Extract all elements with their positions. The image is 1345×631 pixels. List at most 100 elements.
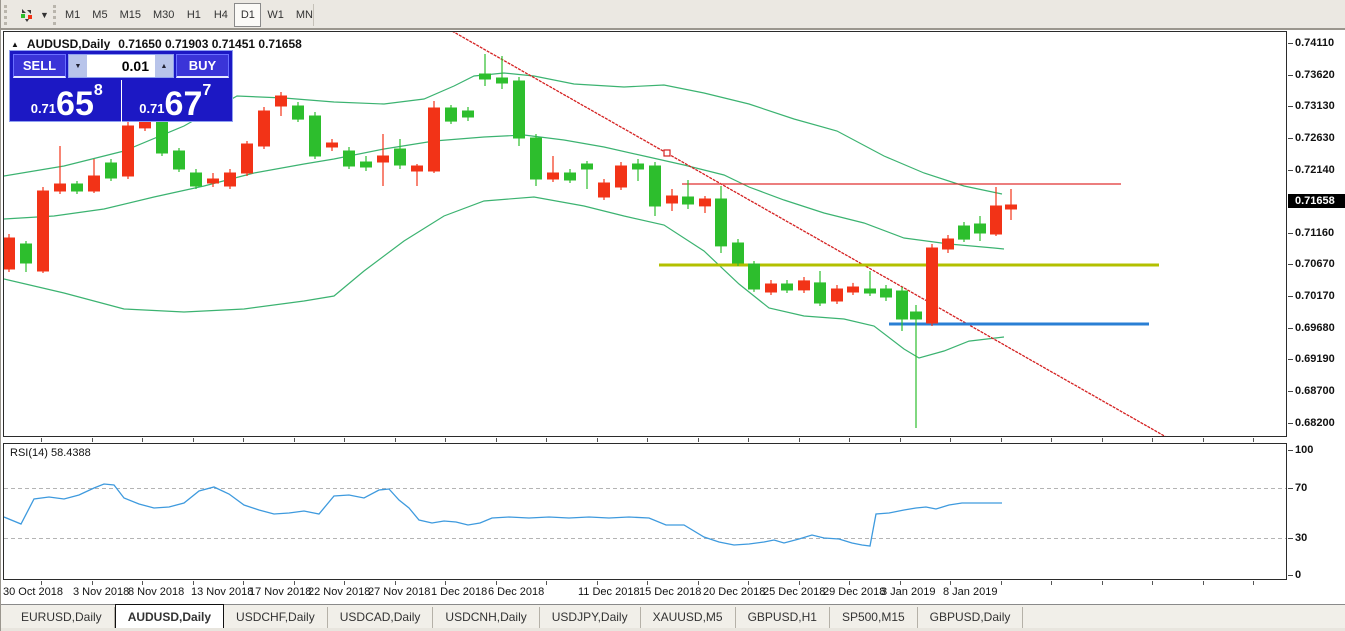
status-strip: [1, 628, 1345, 631]
arrange-charts-button[interactable]: ▼: [15, 4, 55, 26]
candle-body: [275, 95, 287, 107]
panel-separator-tick: [243, 438, 244, 442]
candle-body: [394, 148, 406, 166]
timeframe-button-M5[interactable]: M5: [92, 9, 108, 21]
rsi-scale-label: 100: [1295, 444, 1314, 456]
candlestick-chart: [4, 32, 1166, 436]
panel-separator-tick: [293, 438, 295, 442]
candle-body: [54, 183, 66, 192]
price-axis-label: 0.69190: [1295, 353, 1335, 366]
price-tick: [1288, 106, 1293, 107]
chart-tab-usdcnh-daily[interactable]: USDCNH,Daily: [433, 607, 540, 628]
date-axis-tick: [1051, 581, 1052, 585]
candle-body: [445, 107, 457, 122]
price-axis-label: 0.71160: [1295, 226, 1335, 239]
candle-body: [765, 283, 777, 293]
sell-price-display[interactable]: 0.71 65 8: [13, 80, 122, 122]
collapse-panel-icon[interactable]: ▲: [11, 39, 19, 49]
chart-tab-usdchf-daily[interactable]: USDCHF,Daily: [224, 607, 328, 628]
candle-body: [122, 125, 134, 177]
toolbar-gripper[interactable]: [53, 5, 57, 25]
date-axis-label: 22 Nov 2018: [308, 586, 371, 598]
panel-separator-tick: [445, 438, 446, 442]
timeframe-button-M30[interactable]: M30: [152, 9, 175, 21]
candle-body: [496, 77, 508, 84]
candle-body: [926, 247, 938, 324]
chart-tab-audusd-daily[interactable]: AUDUSD,Daily: [114, 604, 225, 628]
date-axis-tick: [192, 581, 194, 585]
panel-separator-tick: [394, 438, 396, 442]
chart-tab-gbpusd-daily[interactable]: GBPUSD,Daily: [918, 607, 1024, 628]
rsi-indicator-panel[interactable]: RSI(14) 58.4388: [3, 443, 1287, 580]
candle-body: [715, 198, 727, 247]
toolbar-gripper[interactable]: [4, 5, 8, 25]
candle-body: [666, 195, 678, 204]
candle-body: [190, 172, 202, 187]
date-axis-tick: [41, 581, 42, 585]
price-tick: [1288, 327, 1293, 329]
price-axis-label: 0.72140: [1295, 163, 1335, 176]
volume-increase-button[interactable]: ▲: [155, 55, 173, 77]
timeframe-button-D1[interactable]: D1: [234, 3, 262, 27]
date-axis-tick: [748, 581, 749, 585]
candle-body: [4, 237, 15, 270]
candle-body: [880, 288, 892, 298]
volume-input[interactable]: 0.01: [87, 55, 155, 77]
date-axis-tick: [1101, 581, 1103, 585]
chart-tab-xauusd-m5[interactable]: XAUUSD,M5: [641, 607, 736, 628]
price-axis-label: 0.73620: [1295, 68, 1335, 81]
panel-separator-tick: [596, 438, 598, 442]
descending-trendline: [452, 32, 1166, 436]
date-axis-tick: [546, 581, 547, 585]
candle-body: [564, 172, 576, 181]
volume-decrease-button[interactable]: ▼: [69, 55, 87, 77]
chart-tab-usdcad-daily[interactable]: USDCAD,Daily: [328, 607, 434, 628]
date-axis-label: 8 Jan 2019: [943, 586, 998, 598]
toolbar-separator: [313, 4, 314, 26]
timeframe-button-H1[interactable]: H1: [186, 9, 201, 21]
panel-separator-tick: [697, 438, 699, 442]
chart-tab-usdjpy-daily[interactable]: USDJPY,Daily: [540, 607, 641, 628]
price-axis-label: 0.69680: [1295, 321, 1335, 334]
candle-body: [241, 143, 253, 174]
sell-button[interactable]: SELL: [13, 54, 66, 78]
current-price-tag: 0.71658: [1288, 193, 1345, 208]
candle-body: [479, 73, 491, 80]
chart-tab-bar: EURUSD,Daily AUDUSD,Daily USDCHF,Daily USDC…: [1, 604, 1345, 628]
date-axis-label: 13 Nov 2018: [191, 586, 254, 598]
timeframe-button-H4[interactable]: H4: [213, 9, 228, 21]
candle-body: [748, 263, 760, 290]
price-tick: [1288, 390, 1293, 392]
timeframe-button-M1[interactable]: M1: [65, 9, 81, 21]
rsi-tick: [1288, 450, 1293, 451]
price-tick: [1288, 296, 1293, 298]
rsi-tick: [1288, 575, 1293, 576]
sell-price-prefix: 0.71: [30, 101, 57, 116]
price-tick: [1288, 232, 1293, 234]
candle-body: [224, 172, 236, 187]
candle-body: [377, 155, 389, 163]
timeframe-toolbar: ▼ M1 M5 M15 M30 H1 H4 D1 W1 MN: [1, 0, 1345, 30]
chart-tab-gbpusd-h1[interactable]: GBPUSD,H1: [736, 607, 830, 628]
panel-separator-tick: [1000, 438, 1002, 442]
buy-button[interactable]: BUY: [176, 54, 229, 78]
chart-title: ▲ AUDUSD,Daily 0.71650 0.71903 0.71451 0…: [11, 37, 302, 51]
candle-body: [864, 288, 876, 294]
price-tick: [1288, 359, 1293, 361]
rsi-tick: [1288, 487, 1293, 489]
timeframe-button-W1[interactable]: W1: [267, 9, 284, 21]
arrange-charts-icon: [18, 7, 36, 23]
sell-price-pip: 8: [93, 82, 103, 99]
buy-price-display[interactable]: 0.71 67 7: [122, 80, 230, 122]
timeframe-button-MN[interactable]: MN: [295, 9, 313, 21]
chart-tab-eurusd-daily[interactable]: EURUSD,Daily: [9, 607, 115, 628]
rsi-tick: [1288, 537, 1293, 539]
candle-body: [513, 80, 525, 139]
date-axis-label: 8 Nov 2018: [128, 586, 185, 598]
candle-body: [139, 120, 151, 129]
candle-body: [309, 115, 321, 157]
candle-body: [71, 183, 83, 192]
chart-tab-sp500-m15[interactable]: SP500,M15: [830, 607, 918, 628]
timeframe-button-M15[interactable]: M15: [119, 9, 141, 21]
date-axis-label: 25 Dec 2018: [763, 586, 826, 598]
